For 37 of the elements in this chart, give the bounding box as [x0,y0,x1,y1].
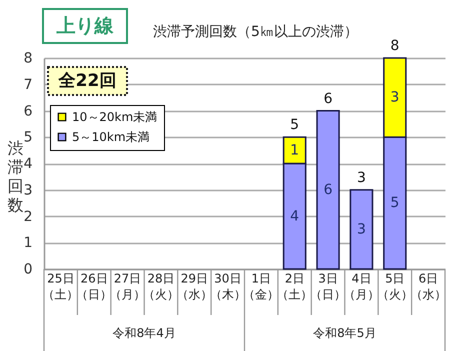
y-tick-label: 4 [24,156,33,172]
legend-label: 5～10km未満 [72,130,150,144]
bar [316,110,340,270]
y-tick-label: 7 [24,76,32,93]
x-tick-label: 6日（水） [410,272,446,302]
x-tick-label: 5日（火） [376,272,413,302]
y-tick-label: 3 [24,182,32,198]
text: 令和8年5月 [313,326,376,340]
total-label: 8 [390,38,400,54]
data-label: 3 [356,221,366,238]
x-tick-label: 1日（金） [243,272,280,302]
text: 令和8年4月 [112,326,176,340]
x-tick-label: 26日（日） [76,272,112,302]
y-tick-label: 5 [24,130,32,146]
data-label: 6 [324,182,333,198]
x-tick-label: 25日（土） [42,272,79,302]
total-label: 3 [356,170,366,186]
y-tick-label: 1 [24,235,32,252]
y-tick-label: 8 [24,50,32,66]
chart-title: 渋滞予測回数（5㎞以上の渋滞） [153,24,358,40]
y-tick-label: 2 [24,208,32,225]
x-tick-label: 30日（木） [210,272,246,302]
data-label: 3 [390,90,400,106]
legend-label: 10～20km未満 [72,110,158,124]
data-label: 5 [390,195,400,212]
y-axis-title: 渋滞回数 [8,138,24,214]
data-label: 4 [290,208,300,224]
data-label: 1 [290,142,300,158]
bar [350,189,374,270]
total-label: 6 [324,90,333,107]
y-tick-label: 0 [24,262,32,278]
x-tick-label: 2日（土） [276,272,313,302]
annotation: 全22回 [58,71,116,91]
x-tick-label: 29日（水） [176,272,212,302]
total-label: 5 [290,117,300,134]
text: 上り線 [56,15,114,37]
y-tick-label: 6 [24,103,33,120]
